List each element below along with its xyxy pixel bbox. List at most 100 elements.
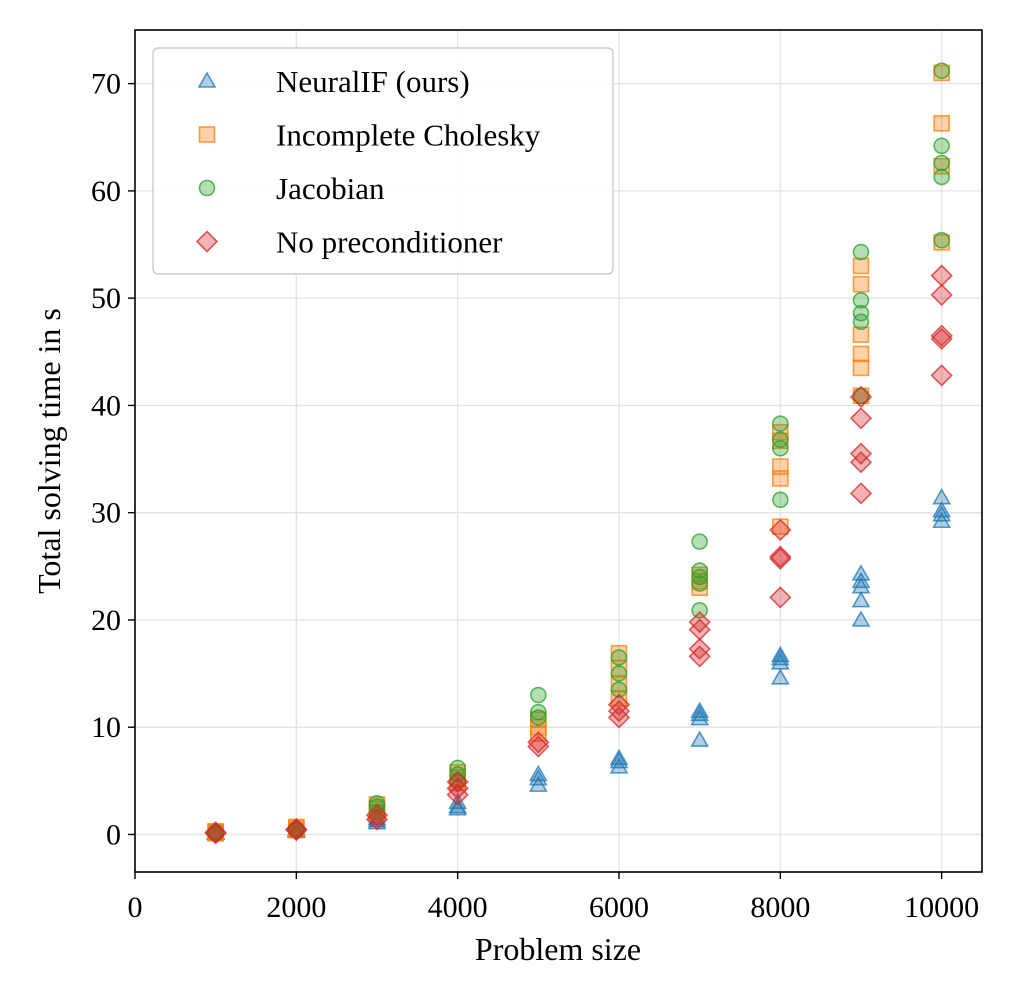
x-tick-label: 8000	[750, 891, 810, 924]
y-tick-label: 20	[91, 604, 121, 637]
data-point	[528, 764, 548, 782]
plot-frame	[134, 29, 983, 873]
data-point	[933, 154, 950, 172]
data-point	[772, 440, 789, 457]
axis-ticks: 0 2000 4000 6000 8000 10000 0 10 20 30 40 50 60 70	[91, 68, 979, 924]
y-tick-label: 50	[91, 282, 121, 315]
x-tick-label: 2000	[266, 891, 326, 924]
legend-label: Incomplete Cholesky	[276, 118, 541, 153]
data-point	[852, 345, 870, 363]
x-axis-label: Problem size	[475, 931, 641, 967]
data-point	[368, 795, 386, 812]
y-tick-label: 70	[91, 68, 121, 101]
data-point	[930, 364, 953, 387]
data-point	[607, 693, 631, 716]
data-point	[530, 709, 547, 726]
x-tick-label: 0	[128, 891, 143, 924]
legend-item: No preconditioner	[195, 225, 503, 260]
data-point	[688, 610, 711, 634]
data-point	[933, 231, 950, 249]
series-2	[207, 62, 950, 842]
x-tick-label: 4000	[428, 891, 488, 924]
legend-label: No preconditioner	[276, 225, 503, 260]
data-point	[769, 545, 792, 568]
data-point	[690, 730, 710, 747]
data-point	[365, 804, 389, 827]
x-tick-label: 6000	[589, 891, 649, 924]
data-point	[769, 586, 792, 609]
data-point	[852, 387, 870, 405]
legend-marker	[195, 230, 219, 253]
data-point	[770, 645, 790, 663]
data-point	[852, 304, 870, 322]
data-point	[932, 488, 952, 505]
data-point	[852, 243, 870, 261]
data-point	[449, 759, 466, 777]
data-point	[449, 772, 466, 790]
legend-box	[152, 47, 614, 275]
data-point	[933, 115, 950, 132]
data-point	[772, 458, 789, 475]
data-point	[610, 681, 628, 698]
data-point	[610, 689, 628, 707]
data-point	[852, 275, 870, 293]
data-point	[691, 575, 708, 592]
x-tick-label: 10000	[904, 891, 979, 924]
legend-marker	[198, 126, 216, 143]
data-point	[769, 547, 792, 570]
y-tick-label: 10	[91, 711, 121, 744]
data-point	[930, 327, 953, 351]
y-tick-label: 40	[91, 389, 121, 422]
data-point	[609, 748, 629, 766]
data-point	[772, 431, 789, 449]
data-point	[691, 562, 708, 579]
data-point	[609, 757, 629, 774]
data-point	[690, 701, 710, 718]
legend-item: Incomplete Cholesky	[198, 118, 541, 153]
data-points	[204, 62, 953, 845]
data-point	[527, 735, 550, 758]
y-tick-label: 30	[91, 497, 121, 530]
data-point	[288, 820, 305, 838]
data-point	[610, 649, 628, 666]
data-point	[446, 770, 469, 794]
data-point	[207, 824, 224, 841]
data-point	[930, 264, 953, 287]
data-point	[365, 808, 389, 831]
data-point	[769, 518, 792, 541]
data-point	[610, 644, 628, 662]
data-point	[933, 168, 950, 186]
data-point	[930, 283, 953, 307]
data-point	[688, 637, 711, 661]
data-point	[851, 610, 871, 627]
data-point	[772, 415, 789, 432]
data-point	[852, 257, 870, 275]
series-0	[206, 488, 952, 841]
data-point	[530, 686, 547, 704]
data-point	[849, 482, 873, 505]
legend-label: NeuralIF (ours)	[276, 64, 470, 99]
y-tick-label: 60	[91, 175, 121, 208]
data-point	[852, 291, 870, 309]
data-point	[852, 326, 870, 343]
data-point	[691, 568, 708, 586]
data-point	[449, 766, 466, 783]
data-point	[932, 500, 952, 518]
data-point	[852, 313, 870, 331]
data-point	[933, 62, 950, 80]
data-point	[849, 442, 873, 465]
data-point	[851, 577, 871, 594]
y-tick-label: 0	[106, 818, 121, 851]
y-axis-label: Total solving time in s	[31, 308, 67, 594]
data-point	[852, 359, 870, 377]
data-point	[691, 601, 708, 619]
data-point	[930, 324, 953, 347]
data-point	[849, 407, 873, 430]
data-point	[530, 703, 547, 721]
data-point	[770, 668, 790, 685]
data-point	[849, 385, 873, 408]
data-point	[285, 817, 308, 841]
legend-item: Jacobian	[198, 171, 385, 206]
